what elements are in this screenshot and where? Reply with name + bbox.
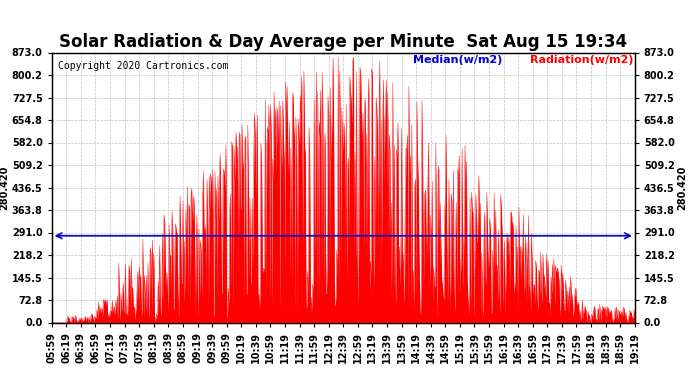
- Text: Copyright 2020 Cartronics.com: Copyright 2020 Cartronics.com: [57, 61, 228, 70]
- Y-axis label: 280.420: 280.420: [678, 165, 687, 210]
- Text: Median(w/m2): Median(w/m2): [413, 55, 502, 65]
- Text: Radiation(w/m2): Radiation(w/m2): [530, 55, 633, 65]
- Y-axis label: 280.420: 280.420: [0, 165, 9, 210]
- Title: Solar Radiation & Day Average per Minute  Sat Aug 15 19:34: Solar Radiation & Day Average per Minute…: [59, 33, 627, 51]
